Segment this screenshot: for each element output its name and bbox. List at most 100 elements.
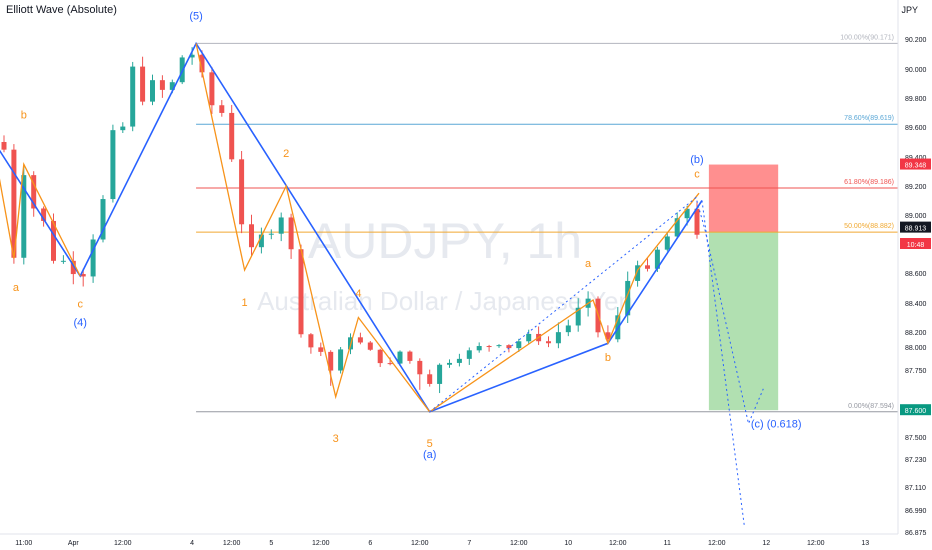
- price-tag-label-3: 87.600: [905, 408, 927, 415]
- x-tick-label-5: 5: [269, 540, 273, 547]
- candle-body-10: [100, 199, 106, 240]
- candle-body-8: [80, 274, 86, 277]
- price-tag-label-1: 88.913: [905, 226, 927, 233]
- currency-unit: JPY: [901, 5, 918, 15]
- wave-label-10: (a): [423, 449, 436, 461]
- x-tick-label-7: 6: [368, 540, 372, 547]
- candle-body-29: [288, 217, 294, 250]
- candle-body-5: [51, 220, 56, 261]
- wave-label-0: b: [21, 109, 27, 121]
- candle-body-57: [565, 325, 571, 333]
- candle-body-58: [575, 307, 581, 326]
- x-tick-label-8: 12:00: [411, 540, 429, 547]
- y-tick-label-10: 88.200: [905, 330, 927, 337]
- wave-label-13: (b): [690, 154, 703, 166]
- candle-body-36: [357, 337, 363, 343]
- watermark: AUDJPY, 1h Australian Dollar / Japanese …: [257, 213, 633, 316]
- candle-body-4: [41, 208, 47, 221]
- position-zones[interactable]: [708, 164, 779, 411]
- candle-body-43: [427, 374, 433, 384]
- x-tick-label-17: 13: [861, 540, 869, 547]
- candle-body-26: [258, 234, 264, 248]
- candle-body-37: [367, 342, 373, 350]
- y-tick-label-2: 89.800: [905, 96, 927, 103]
- price-tags: 89.348 88.913 10:48 87.600: [900, 158, 931, 416]
- y-tick-label-9: 88.400: [905, 301, 927, 308]
- price-tag-box-3: [900, 404, 931, 416]
- y-tick-label-12: 87.750: [905, 368, 927, 375]
- fib-level-label-0: 100.00%(90.171): [840, 34, 894, 41]
- fib-level-label-4: 0.00%(87.594): [848, 403, 894, 410]
- candle-body-21: [209, 72, 215, 106]
- candle-body-2: [21, 175, 27, 258]
- candle-body-45: [447, 362, 452, 365]
- candle-body-55: [546, 341, 551, 344]
- x-tick-label-2: 12:00: [114, 540, 132, 547]
- y-tick-label-6: 89.000: [905, 213, 927, 220]
- candle-body-12: [120, 126, 126, 131]
- candle-body-14: [140, 66, 146, 102]
- x-tick-label-4: 12:00: [223, 540, 241, 547]
- x-tick-label-15: 12: [762, 540, 770, 547]
- sub-wave-2: [429, 192, 700, 413]
- candle-body-52: [516, 341, 522, 349]
- candle-body-56: [555, 332, 561, 344]
- y-tick-label-15: 87.110: [905, 485, 926, 492]
- take-profit-zone: [708, 232, 779, 411]
- y-tick-label-13: 87.500: [905, 435, 927, 442]
- stop-loss-zone: [708, 164, 779, 233]
- wave-label-8: 3: [333, 433, 339, 445]
- candle-body-33: [328, 351, 334, 371]
- wave-label-2: c: [77, 298, 83, 310]
- price-tag-box-0: [900, 158, 931, 170]
- candle-body-53: [526, 333, 532, 342]
- x-tick-label-0: 11:00: [15, 540, 32, 547]
- candle-body-28: [278, 217, 284, 234]
- impulse-wave-0: [0, 41, 703, 413]
- x-tick-label-3: 4: [190, 540, 194, 547]
- sub-wave-1: [195, 43, 431, 413]
- wave-label-3: (4): [74, 317, 87, 329]
- candle-body-30: [298, 249, 304, 335]
- wave-label-14: c: [694, 168, 700, 180]
- price-tag-label-2: 10:48: [907, 242, 925, 249]
- candle-body-15: [150, 80, 155, 102]
- wave-lines[interactable]: [0, 41, 764, 528]
- candle-body-25: [249, 224, 254, 248]
- candle-body-49: [486, 346, 492, 348]
- x-tick-label-14: 12:00: [708, 540, 726, 547]
- candle-body-19: [189, 54, 195, 58]
- watermark-description: Australian Dollar / Japanese Yen: [257, 286, 633, 316]
- candle-body-42: [417, 360, 423, 375]
- candle-body-48: [476, 346, 482, 351]
- wave-label-11: a: [585, 258, 592, 270]
- wave-label-7: 4: [355, 288, 361, 300]
- fib-retracement[interactable]: 100.00%(90.171) 78.60%(89.619) 61.80%(89.1…: [196, 34, 898, 413]
- wave-label-1: a: [13, 282, 20, 294]
- candle-body-0: [1, 142, 7, 150]
- candle-body-67: [664, 236, 670, 250]
- candle-body-65: [645, 265, 650, 269]
- candle-body-41: [407, 351, 413, 361]
- candle-body-7: [70, 260, 76, 275]
- fib-level-label-2: 61.80%(89.186): [844, 179, 894, 186]
- candle-body-38: [377, 349, 383, 364]
- x-tick-label-16: 12:00: [807, 540, 825, 547]
- time-axis[interactable]: 11:00 Apr 12:00 4 12:00 5 12:00 6 12:00 7 12:00 10 1…: [15, 540, 869, 547]
- candle-body-40: [397, 351, 403, 364]
- wave-label-5: 2: [283, 148, 289, 160]
- projection-channel: [429, 196, 706, 413]
- x-tick-label-12: 12:00: [609, 540, 627, 547]
- wave-labels: b a c (4) (5) 2 1 4 3 5(a) a b (b) c (c) (0.618): [13, 10, 802, 461]
- wave-label-12: b: [605, 352, 611, 364]
- candle-body-66: [654, 249, 660, 269]
- y-tick-label-11: 88.000: [905, 345, 927, 352]
- candle-body-68: [674, 218, 680, 237]
- candle-body-23: [229, 112, 235, 160]
- y-tick-label-5: 89.200: [905, 184, 927, 191]
- y-tick-label-4: 89.400: [905, 155, 927, 162]
- candle-body-61: [605, 332, 611, 340]
- candle-body-20: [199, 54, 205, 73]
